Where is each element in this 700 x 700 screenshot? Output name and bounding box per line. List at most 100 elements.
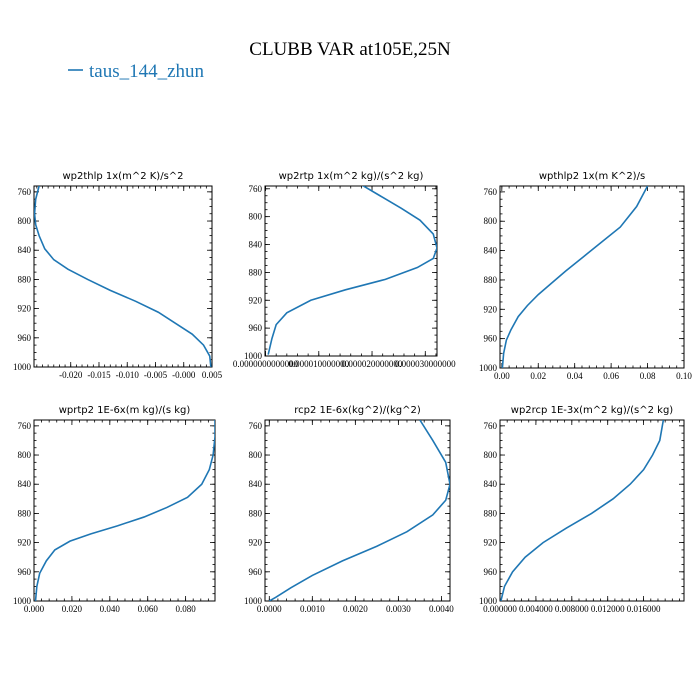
- x-tick-label: 0.000000: [483, 604, 517, 614]
- y-tick-label: 760: [18, 187, 32, 197]
- subplot-title: wp2rcp 1E-3x(m^2 kg)/(s^2 kg): [511, 405, 674, 416]
- y-tick-label: 960: [249, 567, 263, 577]
- x-tick-label: -0.005: [144, 370, 168, 380]
- x-tick-label: 0.0040: [429, 604, 454, 614]
- x-tick-label: 0.000020000000: [342, 359, 403, 369]
- x-tick-label: 0.060: [138, 604, 159, 614]
- y-tick-label: 960: [484, 567, 498, 577]
- subplot-title: rcp2 1E-6x(kg^2)/(kg^2): [294, 405, 421, 416]
- y-tick-label: 960: [249, 323, 263, 333]
- y-tick-label: 760: [18, 421, 32, 431]
- plot-frame: [33, 185, 213, 368]
- x-tick-label: 0.020: [62, 604, 83, 614]
- y-tick-label: 1000: [479, 596, 498, 606]
- y-tick-label: 800: [249, 212, 263, 222]
- x-tick-label: 0.000010000000: [288, 359, 349, 369]
- y-tick-label: 840: [484, 246, 498, 256]
- x-tick-label: 0.0000: [257, 604, 282, 614]
- x-tick-label: 0.08: [640, 371, 656, 381]
- x-tick-label: 0.080: [175, 604, 196, 614]
- series-line: [267, 186, 437, 355]
- plot-frame: [264, 185, 438, 357]
- y-tick-label: 800: [484, 216, 498, 226]
- subplot-title: wp2thlp 1x(m^2 K)/s^2: [62, 171, 183, 182]
- x-tick-label: 0.0010: [300, 604, 325, 614]
- y-tick-label: 880: [249, 267, 263, 277]
- subplot-6: wp2rcp 1E-3x(m^2 kg)/(s^2 kg) 760 800 840 88…: [479, 405, 685, 614]
- y-tick-label: 880: [484, 275, 498, 285]
- x-tick-label: 0.000: [24, 604, 45, 614]
- x-tick-label: 0.004000: [519, 604, 553, 614]
- x-tick-label: 0.040: [100, 604, 121, 614]
- y-tick-label: 1000: [479, 363, 498, 373]
- y-tick-label: 840: [18, 245, 32, 255]
- y-tick-label: 920: [18, 538, 32, 548]
- subplot-2: wp2rtp 1x(m^2 kg)/(s^2 kg) 760 800 840 880 92…: [233, 171, 456, 369]
- subplot-5: rcp2 1E-6x(kg^2)/(kg^2) 760 800 840 880 920 96…: [244, 405, 454, 614]
- legend: taus_144_zhun: [68, 61, 205, 82]
- subplot-title: wpthlp2 1x(m K^2)/s: [539, 171, 645, 182]
- plot-frame: [499, 185, 685, 369]
- y-tick-label: 800: [18, 450, 32, 460]
- y-tick-label: 1000: [244, 596, 263, 606]
- x-tick-label: 0.000030000000: [395, 359, 456, 369]
- y-tick-label: 960: [484, 334, 498, 344]
- x-tick-label: -0.010: [116, 370, 140, 380]
- series-line: [34, 420, 215, 601]
- subplot-1: wp2thlp 1x(m^2 K)/s^2 760 800 840 880 920 960 1…: [13, 171, 223, 380]
- subplot-3: wpthlp2 1x(m K^2)/s 760 800 840 880 920 960 100…: [479, 171, 692, 381]
- series-line: [501, 186, 649, 368]
- y-tick-label: 760: [484, 421, 498, 431]
- y-tick-label: 840: [18, 479, 32, 489]
- y-tick-label: 880: [249, 508, 263, 518]
- y-tick-label: 920: [249, 538, 263, 548]
- y-tick-label: 1000: [13, 362, 32, 372]
- figure-title: CLUBB VAR at105E,25N: [249, 39, 451, 60]
- y-tick-label: 760: [249, 421, 263, 431]
- y-tick-label: 800: [484, 450, 498, 460]
- x-tick-label: 0.00: [494, 371, 510, 381]
- x-tick-label: 0.0030: [386, 604, 411, 614]
- plot-frame: [33, 419, 216, 602]
- y-tick-label: 920: [249, 295, 263, 305]
- subplot-title: wprtp2 1E-6x(m kg)/(s kg): [59, 405, 191, 416]
- y-tick-label: 800: [18, 216, 32, 226]
- x-tick-label: -0.000: [172, 370, 196, 380]
- x-tick-label: 0.0020: [343, 604, 368, 614]
- x-tick-label: 0.008000: [555, 604, 589, 614]
- x-tick-label: 0.016000: [627, 604, 661, 614]
- series-line: [268, 420, 450, 601]
- legend-label: taus_144_zhun: [89, 61, 205, 82]
- y-tick-label: 1000: [244, 351, 263, 361]
- y-tick-label: 1000: [13, 596, 32, 606]
- x-tick-label: 0.04: [567, 371, 583, 381]
- y-tick-label: 920: [484, 304, 498, 314]
- y-tick-label: 880: [18, 274, 32, 284]
- y-tick-label: 760: [484, 187, 498, 197]
- x-tick-label: -0.015: [87, 370, 111, 380]
- y-tick-label: 880: [18, 508, 32, 518]
- series-line: [34, 186, 212, 367]
- plot-frame: [499, 419, 685, 602]
- y-tick-label: 840: [249, 479, 263, 489]
- y-tick-label: 920: [18, 304, 32, 314]
- y-tick-label: 960: [18, 333, 32, 343]
- y-tick-label: 840: [484, 479, 498, 489]
- y-tick-label: 920: [484, 538, 498, 548]
- x-tick-label: 0.005: [202, 370, 223, 380]
- y-tick-label: 840: [249, 240, 263, 250]
- plot-frame: [264, 419, 451, 602]
- x-tick-label: 0.10: [676, 371, 692, 381]
- y-tick-label: 760: [249, 184, 263, 194]
- x-tick-label: 0.02: [530, 371, 546, 381]
- subplot-grid: wp2thlp 1x(m^2 K)/s^2 760 800 840 880 920 960 1…: [13, 171, 692, 614]
- x-tick-label: -0.020: [59, 370, 83, 380]
- x-tick-label: 0.0000000000000: [233, 359, 299, 369]
- x-tick-label: 0.06: [603, 371, 619, 381]
- subplot-4: wprtp2 1E-6x(m kg)/(s kg) 760 800 840 880 920…: [13, 405, 216, 614]
- y-tick-label: 800: [249, 450, 263, 460]
- subplot-title: wp2rtp 1x(m^2 kg)/(s^2 kg): [279, 171, 424, 182]
- x-tick-label: 0.012000: [591, 604, 625, 614]
- y-tick-label: 960: [18, 567, 32, 577]
